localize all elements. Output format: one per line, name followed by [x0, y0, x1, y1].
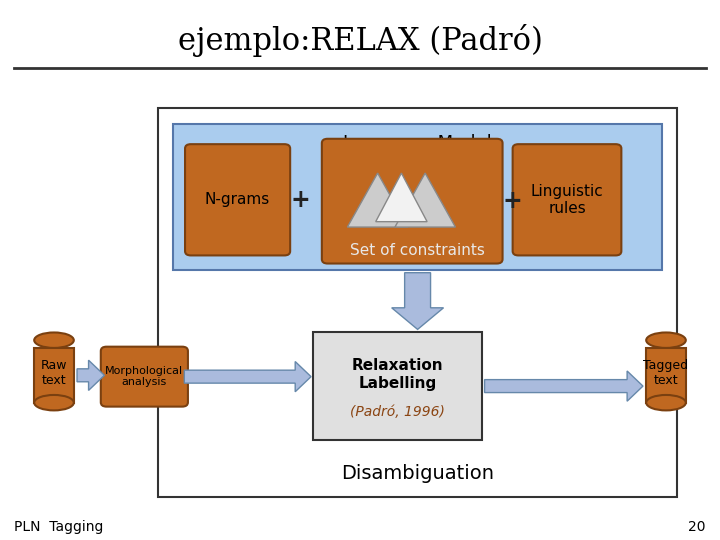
Ellipse shape — [35, 395, 74, 410]
Text: Disambiguation: Disambiguation — [341, 464, 494, 483]
Polygon shape — [347, 173, 408, 227]
Text: +: + — [290, 188, 310, 212]
FancyBboxPatch shape — [173, 124, 662, 270]
Text: Tagged
text: Tagged text — [644, 359, 688, 387]
Bar — [647, 348, 686, 403]
Polygon shape — [485, 371, 643, 401]
Polygon shape — [77, 360, 104, 390]
Ellipse shape — [647, 333, 685, 348]
Text: 20: 20 — [688, 519, 706, 534]
FancyBboxPatch shape — [513, 144, 621, 255]
Text: PLN  Tagging: PLN Tagging — [14, 519, 104, 534]
FancyBboxPatch shape — [158, 108, 677, 497]
Bar — [35, 348, 74, 403]
Polygon shape — [392, 273, 444, 329]
Text: +: + — [503, 189, 523, 213]
FancyBboxPatch shape — [101, 347, 188, 407]
Polygon shape — [184, 362, 311, 392]
Text: Raw
text: Raw text — [41, 359, 67, 387]
Polygon shape — [395, 173, 456, 227]
Text: ejemplo:RELAX (Padró): ejemplo:RELAX (Padró) — [178, 24, 542, 57]
Text: Set of constraints: Set of constraints — [350, 243, 485, 258]
Polygon shape — [376, 173, 427, 221]
Text: Language Model: Language Model — [343, 134, 492, 152]
Text: Relaxation: Relaxation — [352, 358, 444, 373]
Text: Labelling: Labelling — [359, 376, 437, 391]
Ellipse shape — [35, 333, 74, 348]
Text: (Padró, 1996): (Padró, 1996) — [351, 405, 445, 419]
FancyBboxPatch shape — [313, 332, 482, 440]
FancyBboxPatch shape — [322, 139, 503, 264]
FancyBboxPatch shape — [185, 144, 290, 255]
Text: Linguistic
rules: Linguistic rules — [531, 184, 603, 216]
Text: Morphological
analysis: Morphological analysis — [105, 366, 184, 388]
Ellipse shape — [647, 395, 685, 410]
Text: N-grams: N-grams — [205, 192, 270, 207]
